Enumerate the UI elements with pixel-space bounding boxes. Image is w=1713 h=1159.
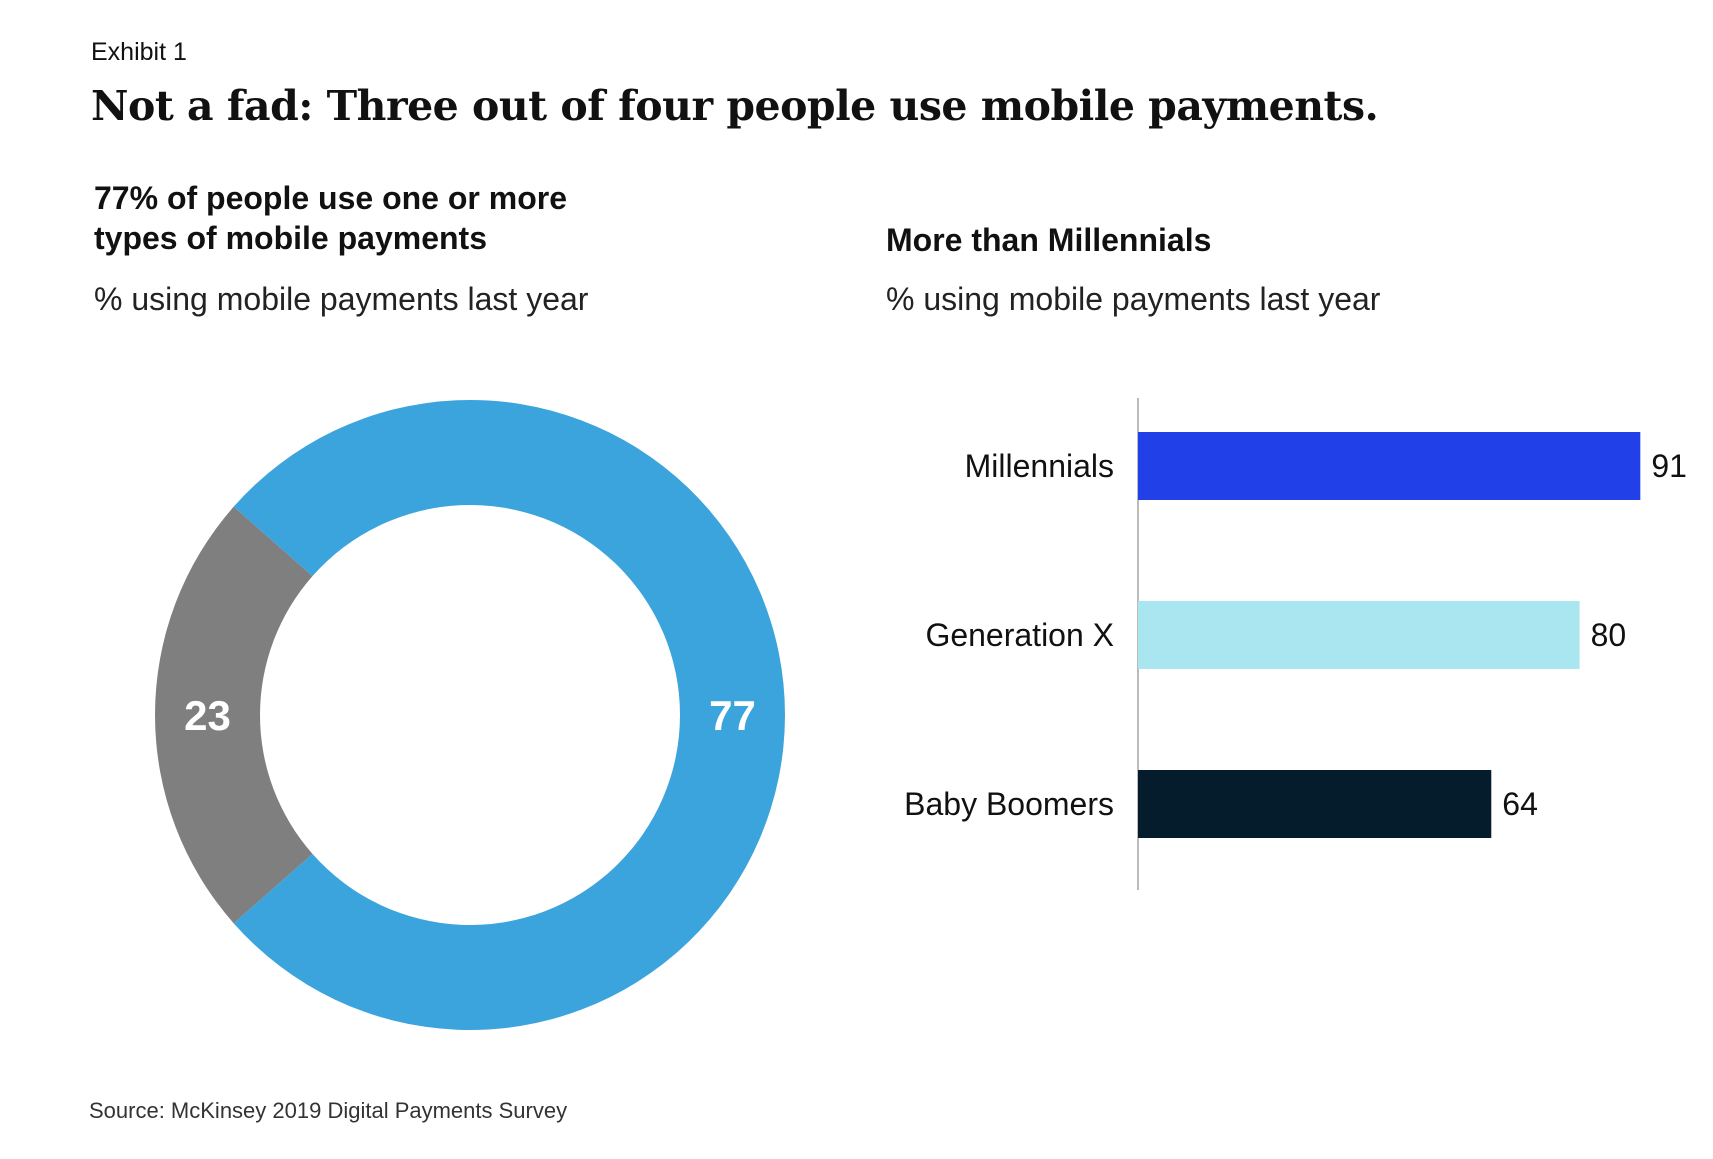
bar-chart: Millennials 91 Generation X 80 Baby Boomers 6… xyxy=(904,398,1687,890)
bar-baby-boomers xyxy=(1138,770,1492,838)
bar-chart-title: More than Millennials xyxy=(886,222,1212,258)
donut-label-23: 23 xyxy=(184,692,231,739)
bar-value-millennials: 91 xyxy=(1651,448,1687,484)
bar-value-baby-boomers: 64 xyxy=(1502,786,1538,822)
donut-chart: 77 23 xyxy=(154,400,786,1031)
chart-title: Not a fad: Three out of four people use … xyxy=(91,82,1379,130)
bar-label-generation-x: Generation X xyxy=(925,617,1114,653)
source-note: Source: McKinsey 2019 Digital Payments S… xyxy=(89,1098,568,1123)
bar-label-baby-boomers: Baby Boomers xyxy=(904,786,1114,822)
donut-label-77: 77 xyxy=(709,692,756,739)
bar-value-generation-x: 80 xyxy=(1591,617,1627,653)
bar-chart-subtitle: % using mobile payments last year xyxy=(886,281,1381,317)
donut-chart-title: 77% of people use one or more types of m… xyxy=(94,180,567,256)
bar-generation-x xyxy=(1138,601,1580,669)
exhibit-label: Exhibit 1 xyxy=(91,38,187,66)
bar-label-millennials: Millennials xyxy=(965,448,1114,484)
donut-slice-77 xyxy=(233,400,786,1031)
donut-slice-23 xyxy=(154,506,313,924)
donut-chart-subtitle: % using mobile payments last year xyxy=(94,281,589,317)
bar-millennials xyxy=(1138,432,1641,500)
